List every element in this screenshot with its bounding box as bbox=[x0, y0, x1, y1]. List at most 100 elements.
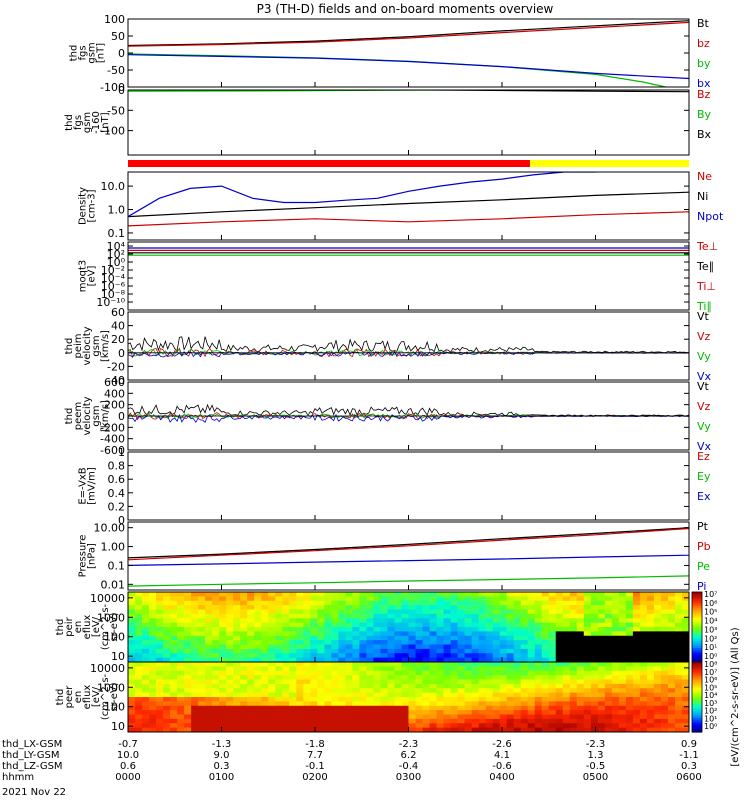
heatmap-cell bbox=[387, 627, 396, 632]
heatmap-cell bbox=[156, 622, 164, 628]
heatmap-cell bbox=[534, 596, 543, 602]
heatmap-cell bbox=[597, 653, 606, 659]
heatmap-cell bbox=[464, 710, 473, 716]
heatmap-cell bbox=[506, 679, 515, 685]
heatmap-cell bbox=[387, 631, 396, 637]
heatmap-cell bbox=[422, 718, 431, 724]
heatmap-cell bbox=[177, 675, 185, 681]
heatmap-cell bbox=[653, 718, 662, 724]
heatmap-cell bbox=[142, 705, 150, 711]
heatmap-cell bbox=[415, 705, 424, 711]
heatmap-cell bbox=[534, 670, 543, 676]
heatmap-cell bbox=[422, 679, 431, 685]
heatmap-cell bbox=[457, 727, 466, 732]
heatmap-cell bbox=[324, 609, 332, 615]
heatmap-cell bbox=[219, 627, 227, 632]
heatmap-cell bbox=[422, 640, 431, 646]
heatmap-cell bbox=[660, 653, 669, 659]
heatmap-cell bbox=[303, 670, 311, 676]
x-axis-value: -1.8 bbox=[305, 739, 325, 750]
heatmap-cell bbox=[471, 697, 480, 702]
heatmap-cell bbox=[499, 670, 508, 676]
heatmap-cell bbox=[569, 657, 578, 662]
y-tick-label: 10.00 bbox=[94, 522, 126, 535]
heatmap-cell bbox=[555, 609, 564, 615]
heatmap-cell bbox=[569, 605, 578, 611]
heatmap-cell bbox=[548, 631, 557, 637]
heatmap-cell bbox=[520, 670, 529, 676]
heatmap-cell bbox=[233, 710, 241, 716]
heatmap-cell bbox=[408, 631, 417, 637]
heatmap-cell bbox=[478, 635, 487, 641]
heatmap-cell bbox=[681, 592, 689, 597]
heatmap-cell bbox=[310, 631, 318, 637]
heatmap-cell bbox=[387, 644, 396, 650]
x-axis-row-label: thd_LY-GSM bbox=[2, 750, 59, 761]
heatmap-cell bbox=[345, 675, 353, 681]
heatmap-cell bbox=[303, 710, 311, 716]
heatmap-cell bbox=[513, 592, 522, 597]
heatmap-cell bbox=[156, 718, 164, 724]
heatmap-cell bbox=[198, 648, 206, 654]
heatmap-cell bbox=[282, 679, 290, 685]
heatmap-cell bbox=[380, 679, 389, 685]
y-tick-label: 10⁻⁸ bbox=[101, 288, 126, 301]
heatmap-cell bbox=[548, 618, 557, 624]
heatmap-cell bbox=[520, 596, 529, 602]
colorbar-swatch bbox=[692, 620, 702, 623]
heatmap-cell bbox=[394, 675, 403, 681]
heatmap-cell bbox=[667, 609, 676, 615]
y-axis-label: moqt3 bbox=[78, 260, 89, 293]
heatmap-cell bbox=[352, 683, 361, 689]
heatmap-cell bbox=[219, 710, 227, 716]
heatmap-cell bbox=[429, 657, 438, 662]
heatmap-cell bbox=[359, 631, 368, 637]
heatmap-cell bbox=[282, 613, 290, 619]
heatmap-cell bbox=[149, 718, 157, 724]
heatmap-cell bbox=[471, 596, 480, 602]
heatmap-cell bbox=[212, 644, 220, 650]
heatmap-cell bbox=[464, 596, 473, 602]
heatmap-cell bbox=[604, 705, 613, 711]
heatmap-cell bbox=[653, 692, 662, 698]
heatmap-cell bbox=[254, 705, 262, 711]
heatmap-cell bbox=[352, 631, 361, 637]
heatmap-cell bbox=[247, 670, 255, 676]
colorbar-swatch bbox=[692, 671, 702, 675]
heatmap-cell bbox=[429, 596, 438, 602]
heatmap-cell bbox=[408, 622, 417, 628]
heatmap-cell bbox=[303, 714, 311, 720]
heatmap-cell bbox=[471, 692, 480, 698]
y-tick-label: 200 bbox=[104, 399, 125, 412]
heatmap-cell bbox=[226, 688, 234, 694]
heatmap-cell bbox=[135, 679, 143, 685]
heatmap-cell bbox=[429, 631, 438, 637]
heatmap-cell bbox=[492, 697, 501, 702]
heatmap-cell bbox=[135, 723, 143, 729]
heatmap-cell bbox=[163, 640, 171, 646]
heatmap-cell bbox=[471, 613, 480, 619]
panel-8: 10⁷10⁶10⁵10⁴10³10²10¹10⁰10000100010010th… bbox=[55, 590, 717, 663]
heatmap-cell bbox=[394, 596, 403, 602]
heatmap-cell bbox=[296, 701, 304, 707]
heatmap-cell bbox=[646, 631, 655, 637]
heatmap-cell bbox=[604, 697, 613, 702]
heatmap-cell bbox=[324, 714, 332, 720]
heatmap-cell bbox=[261, 592, 269, 597]
heatmap-cell bbox=[422, 714, 431, 720]
heatmap-cell bbox=[212, 710, 220, 716]
heatmap-cell bbox=[527, 705, 536, 711]
heatmap-cell bbox=[555, 605, 564, 611]
heatmap-cell bbox=[548, 605, 557, 611]
y-axis-label: (cm^2-s- bbox=[100, 673, 111, 720]
heatmap-cell bbox=[639, 688, 648, 694]
heatmap-cell bbox=[415, 666, 424, 672]
heatmap-cell bbox=[352, 596, 361, 602]
heatmap-cell bbox=[548, 679, 557, 685]
x-axis-value: -2.6 bbox=[492, 739, 512, 750]
heatmap-cell bbox=[338, 600, 346, 606]
heatmap-cell bbox=[506, 657, 515, 662]
heatmap-cell bbox=[408, 666, 417, 672]
heatmap-cell bbox=[681, 675, 689, 681]
